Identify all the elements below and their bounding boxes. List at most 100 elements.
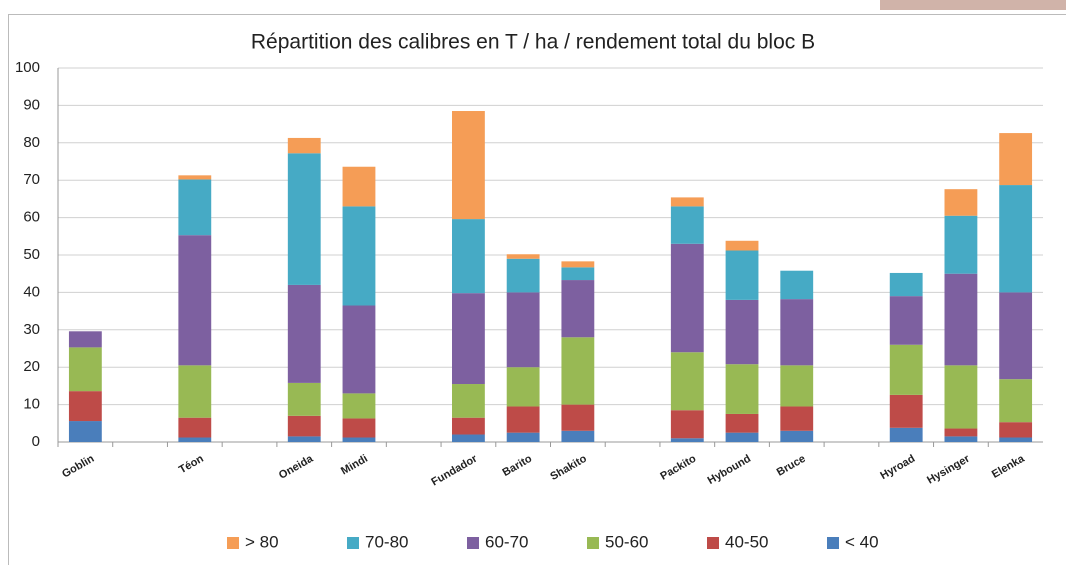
bar-segment [999, 292, 1032, 379]
y-tick-label: 90 [23, 96, 40, 113]
bar-segment [780, 299, 813, 365]
chart: Répartition des calibres en T / ha / ren… [0, 0, 1066, 565]
bar-segment [69, 421, 102, 442]
bar-segment [288, 383, 321, 416]
bar-segment [780, 365, 813, 406]
bar-segment [561, 261, 594, 267]
bar-segment [945, 189, 978, 216]
legend-label: > 80 [245, 532, 279, 551]
y-tick-label: 20 [23, 358, 40, 375]
y-tick-label: 10 [23, 396, 40, 413]
bar-segment [726, 364, 759, 414]
bar-segment [671, 206, 704, 243]
bar-segment [890, 395, 923, 428]
bar-segment [452, 418, 485, 435]
bar-segment [452, 111, 485, 219]
bar-segment [69, 347, 102, 391]
legend-label: 50-60 [605, 532, 648, 551]
legend-swatch [227, 537, 239, 549]
bar-segment [561, 280, 594, 337]
bar-segment [945, 365, 978, 428]
bar-segment [945, 436, 978, 442]
legend-swatch [587, 537, 599, 549]
bar-segment [561, 405, 594, 431]
bar-segment [288, 416, 321, 437]
bar-segment [945, 274, 978, 366]
bar-segment [671, 244, 704, 352]
bar-segment [343, 305, 376, 393]
bar-segment [561, 337, 594, 404]
bar-segment [890, 273, 923, 296]
bar-segment [561, 431, 594, 442]
bar-segment [726, 300, 759, 364]
bar-segment [507, 433, 540, 442]
bar-segment [671, 410, 704, 438]
y-tick-label: 40 [23, 283, 40, 300]
bar-segment [999, 133, 1032, 185]
bar-segment [343, 418, 376, 437]
bar-segment [507, 292, 540, 367]
bar-segment [561, 267, 594, 280]
bar-segment [288, 153, 321, 285]
y-tick-label: 80 [23, 134, 40, 151]
bar-segment [288, 285, 321, 383]
bar-segment [452, 384, 485, 418]
bar-segment [343, 167, 376, 207]
legend-label: 60-70 [485, 532, 528, 551]
bar-segment [452, 219, 485, 293]
bar-segment [178, 179, 211, 235]
bar-segment [671, 197, 704, 206]
bar-segment [726, 433, 759, 442]
y-tick-label: 70 [23, 171, 40, 188]
bar-segment [343, 393, 376, 418]
bar-segment [890, 296, 923, 345]
bar-segment [343, 438, 376, 442]
legend-label: 40-50 [725, 532, 768, 551]
bar-segment [780, 406, 813, 430]
legend-swatch [707, 537, 719, 549]
bar-segment [671, 352, 704, 410]
bar-segment [178, 235, 211, 365]
legend-swatch [467, 537, 479, 549]
legend-swatch [347, 537, 359, 549]
bar-segment [178, 175, 211, 179]
bar-segment [726, 251, 759, 300]
bar-segment [945, 216, 978, 274]
bar-segment [945, 429, 978, 437]
bar-segment [890, 428, 923, 442]
bar-segment [178, 438, 211, 442]
header-image [880, 0, 1066, 10]
y-tick-label: 30 [23, 321, 40, 338]
bar-segment [507, 406, 540, 432]
bar-segment [69, 331, 102, 347]
bar-segment [890, 345, 923, 395]
bar-segment [178, 365, 211, 417]
y-tick-label: 50 [23, 246, 40, 263]
bar-segment [999, 185, 1032, 292]
bar-segment [452, 435, 485, 442]
bar-segment [999, 438, 1032, 442]
y-tick-label: 100 [15, 59, 40, 76]
bar-segment [671, 438, 704, 442]
bar-segment [178, 418, 211, 438]
bar-segment [452, 293, 485, 384]
bar-segment [507, 259, 540, 293]
chart-title: Répartition des calibres en T / ha / ren… [251, 31, 815, 54]
y-tick-label: 0 [32, 433, 40, 450]
bar-segment [343, 206, 376, 305]
bar-segment [288, 138, 321, 153]
legend-label: < 40 [845, 532, 879, 551]
bar-segment [507, 367, 540, 406]
bar-segment [999, 422, 1032, 437]
bar-segment [726, 414, 759, 433]
legend-swatch [827, 537, 839, 549]
bar-segment [780, 431, 813, 442]
bar-segment [69, 391, 102, 421]
y-tick-label: 60 [23, 209, 40, 226]
bar-segment [507, 254, 540, 258]
bar-segment [999, 379, 1032, 422]
bar-segment [780, 271, 813, 299]
bar-segment [726, 241, 759, 251]
bar-segment [288, 436, 321, 442]
legend-label: 70-80 [365, 532, 408, 551]
